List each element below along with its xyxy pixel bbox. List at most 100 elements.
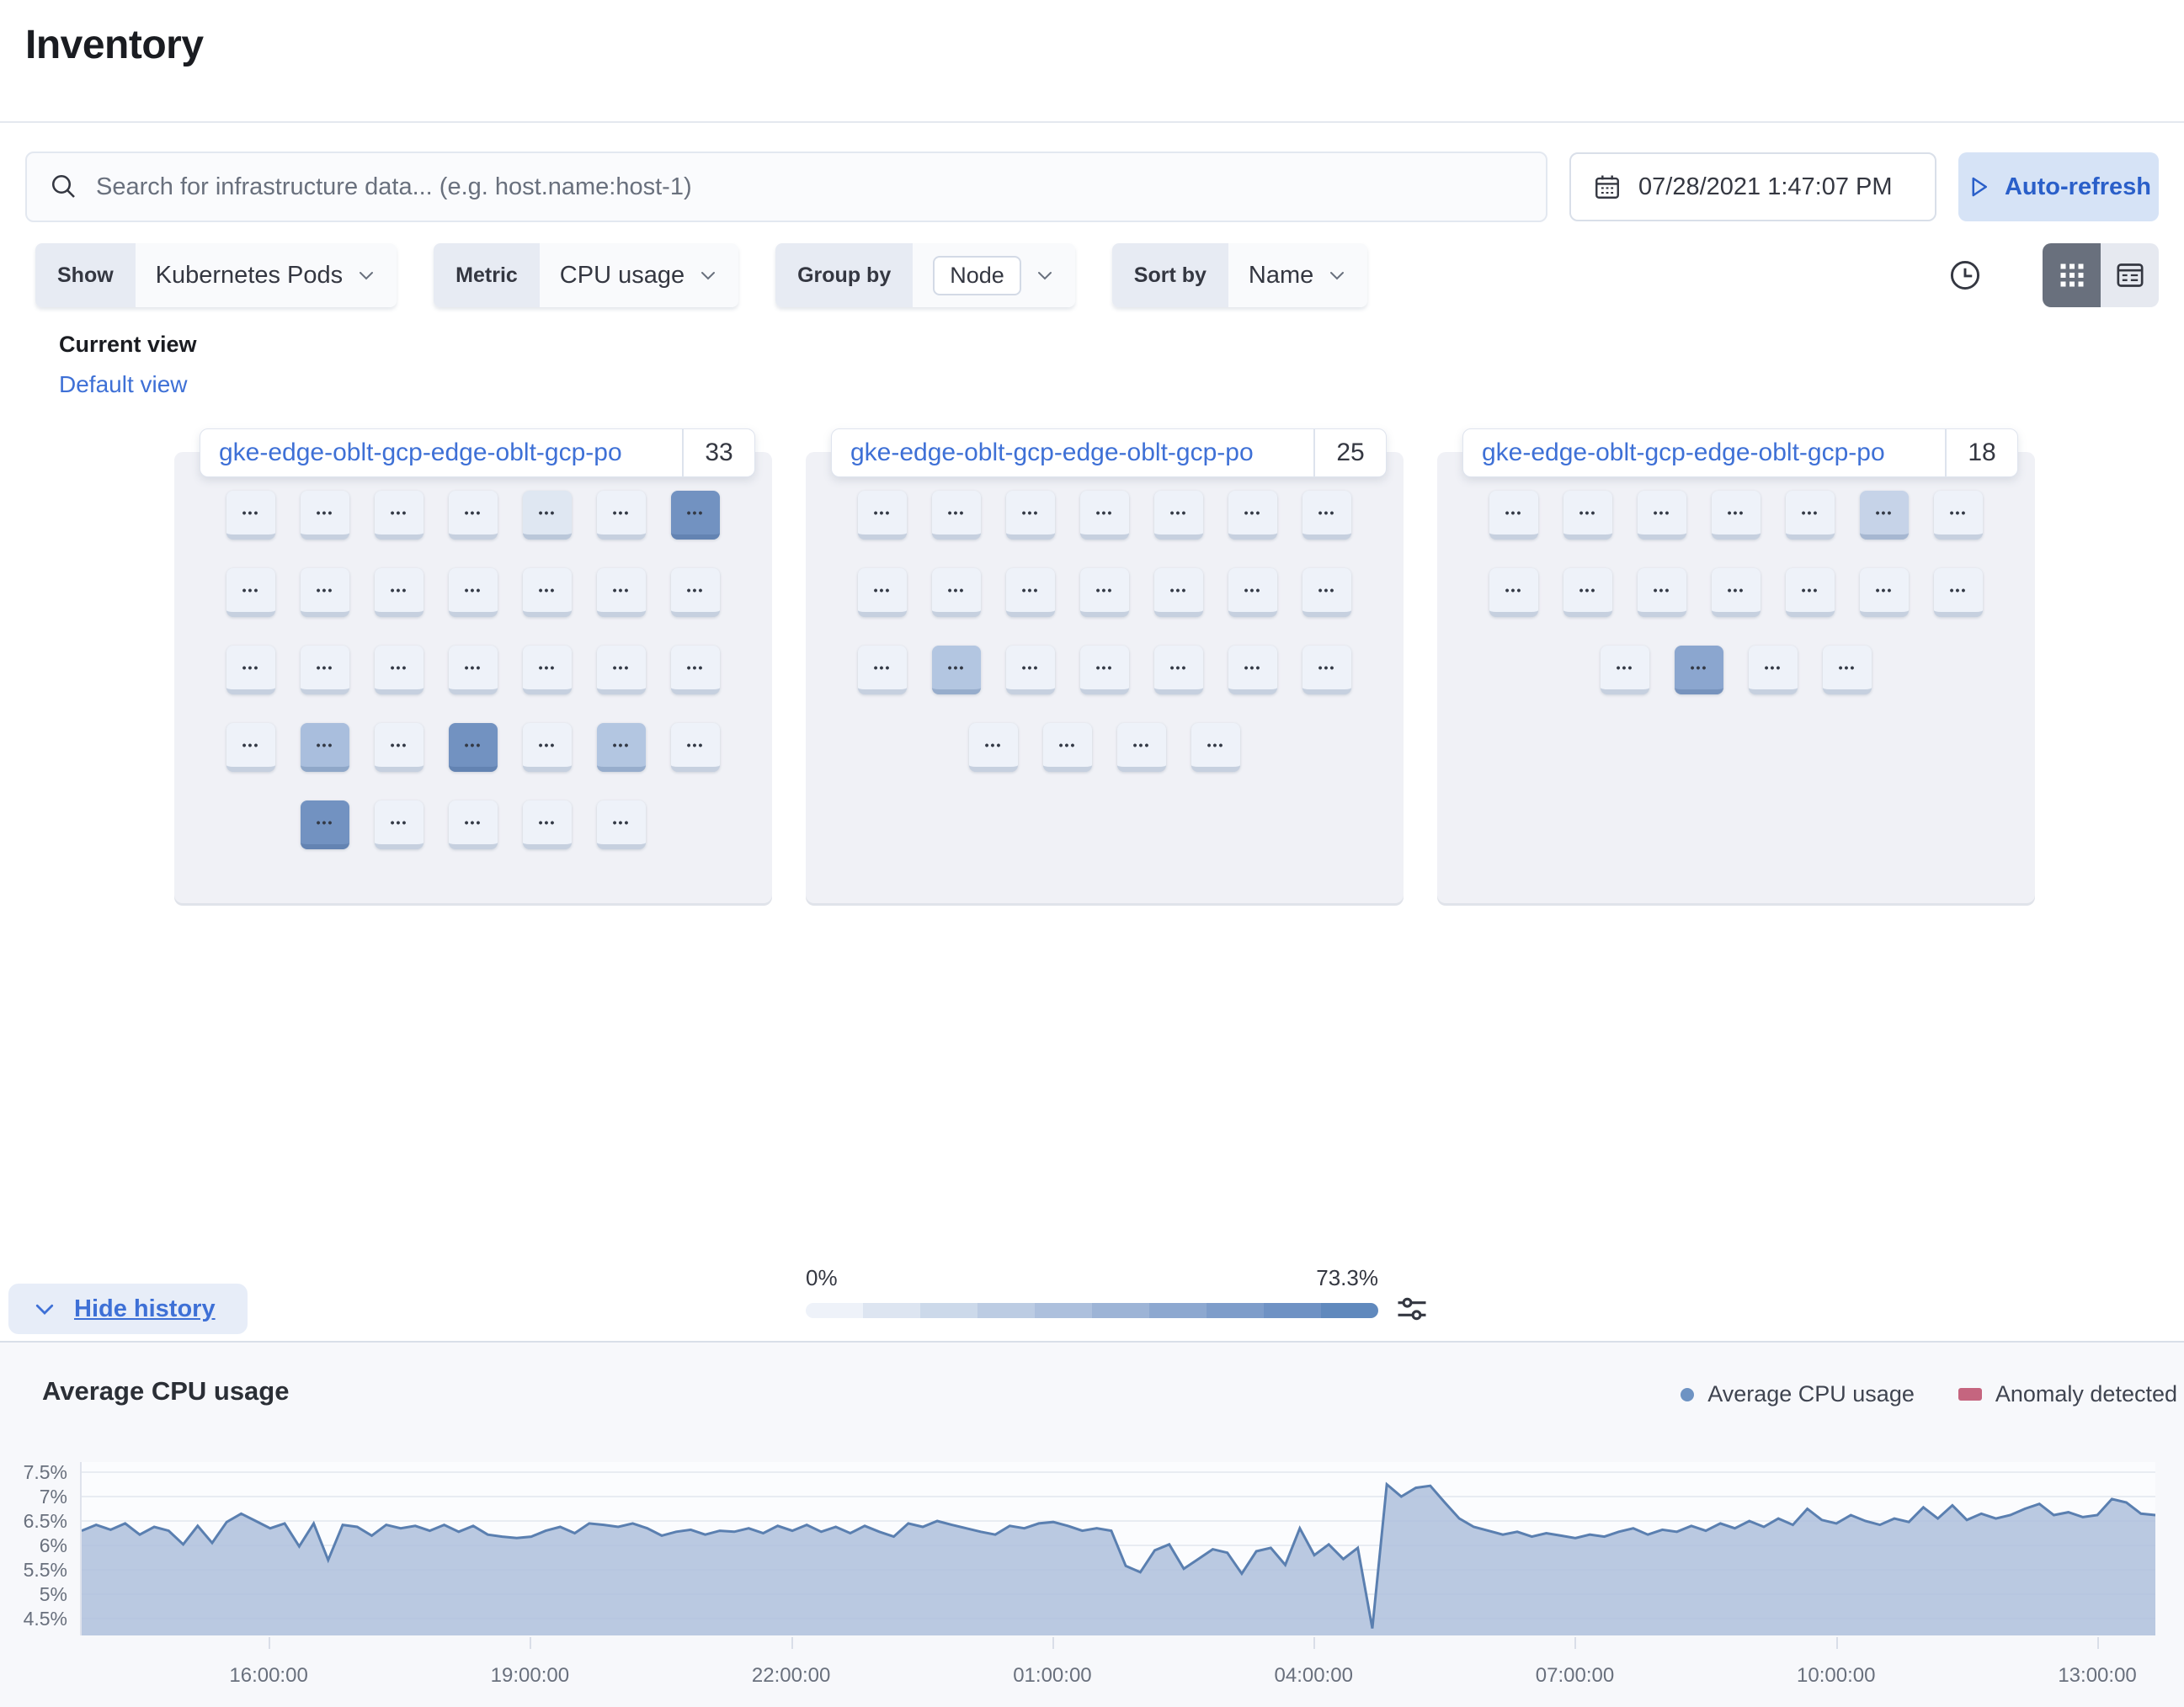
- filter-value-dropdown[interactable]: Kubernetes Pods: [135, 243, 397, 307]
- pod-tile[interactable]: •••: [226, 723, 275, 772]
- pod-tile[interactable]: •••: [1302, 491, 1351, 540]
- pod-tile[interactable]: •••: [1786, 491, 1835, 540]
- pod-tile[interactable]: •••: [375, 568, 423, 617]
- pod-tile[interactable]: •••: [523, 646, 572, 694]
- pod-tile[interactable]: •••: [1080, 568, 1129, 617]
- filter-value-dropdown[interactable]: CPU usage: [539, 243, 739, 307]
- cpu-usage-chart[interactable]: [80, 1462, 2155, 1635]
- pod-tile[interactable]: •••: [301, 491, 349, 540]
- pod-tile[interactable]: •••: [1712, 491, 1761, 540]
- pod-tile[interactable]: •••: [449, 646, 498, 694]
- pod-tile[interactable]: •••: [1154, 646, 1203, 694]
- filter-group-show: Show Kubernetes Pods: [35, 243, 397, 307]
- pod-tile[interactable]: •••: [1749, 646, 1798, 694]
- pod-tile[interactable]: •••: [1006, 568, 1055, 617]
- pod-tile[interactable]: •••: [1712, 568, 1761, 617]
- pod-tile[interactable]: •••: [1934, 568, 1983, 617]
- pod-tile[interactable]: •••: [523, 568, 572, 617]
- pod-tile[interactable]: •••: [1823, 646, 1872, 694]
- auto-refresh-button[interactable]: Auto-refresh: [1958, 152, 2159, 221]
- pod-tile[interactable]: •••: [1043, 723, 1092, 772]
- pod-tile[interactable]: •••: [1228, 646, 1277, 694]
- pod-tile[interactable]: •••: [1228, 491, 1277, 540]
- date-picker[interactable]: 07/28/2021 1:47:07 PM: [1569, 152, 1936, 221]
- pod-tile[interactable]: •••: [597, 491, 646, 540]
- filter-value-dropdown[interactable]: Node: [913, 243, 1075, 307]
- pod-tile[interactable]: •••: [449, 723, 498, 772]
- default-view-link[interactable]: Default view: [59, 371, 188, 397]
- node-group-header: gke-edge-oblt-gcp-edge-oblt-gcp-po 33: [200, 428, 755, 477]
- node-name-link[interactable]: gke-edge-oblt-gcp-edge-oblt-gcp-po: [1482, 439, 1885, 466]
- pod-tile[interactable]: •••: [1154, 568, 1203, 617]
- pod-tile[interactable]: •••: [1934, 491, 1983, 540]
- pod-tile[interactable]: •••: [226, 568, 275, 617]
- map-view-toggle[interactable]: [2043, 243, 2101, 307]
- pod-tile[interactable]: •••: [1860, 568, 1909, 617]
- group-by-badge[interactable]: Node: [933, 255, 1021, 295]
- pod-tile[interactable]: •••: [375, 491, 423, 540]
- pod-tile[interactable]: •••: [671, 646, 720, 694]
- pod-tile[interactable]: •••: [1489, 491, 1538, 540]
- pod-tile[interactable]: •••: [932, 646, 981, 694]
- pod-tile[interactable]: •••: [449, 568, 498, 617]
- gradient-max-label: 73.3%: [1316, 1265, 1378, 1290]
- pod-tile[interactable]: •••: [301, 723, 349, 772]
- pod-tile[interactable]: •••: [449, 800, 498, 849]
- pod-tile[interactable]: •••: [969, 723, 1018, 772]
- pod-tile[interactable]: •••: [1302, 568, 1351, 617]
- pod-tile[interactable]: •••: [301, 800, 349, 849]
- pod-tile[interactable]: •••: [1302, 646, 1351, 694]
- pod-tile[interactable]: •••: [858, 646, 907, 694]
- hide-history-button[interactable]: Hide history: [8, 1284, 248, 1334]
- pod-tile[interactable]: •••: [1154, 491, 1203, 540]
- pod-tile[interactable]: •••: [597, 723, 646, 772]
- pod-tile[interactable]: •••: [1080, 646, 1129, 694]
- pod-tile[interactable]: •••: [597, 646, 646, 694]
- pod-tile[interactable]: •••: [671, 491, 720, 540]
- time-history-button[interactable]: [1947, 257, 1984, 294]
- pod-tile[interactable]: •••: [1489, 568, 1538, 617]
- pod-tile[interactable]: •••: [1563, 491, 1612, 540]
- pod-tile[interactable]: •••: [1080, 491, 1129, 540]
- node-name-link[interactable]: gke-edge-oblt-gcp-edge-oblt-gcp-po: [850, 439, 1254, 466]
- pod-tile[interactable]: •••: [1638, 491, 1686, 540]
- legend-item[interactable]: Anomaly detected: [1958, 1381, 2177, 1407]
- pod-tile[interactable]: •••: [932, 491, 981, 540]
- pod-tile[interactable]: •••: [858, 568, 907, 617]
- pod-tile[interactable]: •••: [226, 646, 275, 694]
- pod-tile[interactable]: •••: [375, 646, 423, 694]
- pod-tile[interactable]: •••: [523, 800, 572, 849]
- node-name-link[interactable]: gke-edge-oblt-gcp-edge-oblt-gcp-po: [219, 439, 622, 466]
- pod-tile[interactable]: •••: [449, 491, 498, 540]
- pod-tile[interactable]: •••: [1006, 491, 1055, 540]
- pod-tile[interactable]: •••: [1601, 646, 1649, 694]
- pod-tile[interactable]: •••: [1860, 491, 1909, 540]
- pod-tile[interactable]: •••: [1117, 723, 1166, 772]
- pod-tile[interactable]: •••: [523, 491, 572, 540]
- pod-tile[interactable]: •••: [375, 800, 423, 849]
- pod-tile[interactable]: •••: [671, 723, 720, 772]
- pod-tile[interactable]: •••: [1563, 568, 1612, 617]
- pod-tile[interactable]: •••: [597, 800, 646, 849]
- filter-value-dropdown[interactable]: Name: [1228, 243, 1368, 307]
- pod-tile[interactable]: •••: [1191, 723, 1240, 772]
- legend-item[interactable]: Average CPU usage: [1681, 1381, 1915, 1407]
- legend-settings-button[interactable]: [1393, 1290, 1430, 1327]
- pod-tile[interactable]: •••: [1006, 646, 1055, 694]
- pod-tile[interactable]: •••: [932, 568, 981, 617]
- pod-tile[interactable]: •••: [301, 568, 349, 617]
- pod-tile[interactable]: •••: [226, 491, 275, 540]
- pod-tile[interactable]: •••: [375, 723, 423, 772]
- pod-tile[interactable]: •••: [1228, 568, 1277, 617]
- pod-tile[interactable]: •••: [858, 491, 907, 540]
- pod-tile[interactable]: •••: [301, 646, 349, 694]
- pod-tile[interactable]: •••: [1786, 568, 1835, 617]
- search-box[interactable]: [25, 152, 1547, 222]
- pod-tile[interactable]: •••: [1638, 568, 1686, 617]
- pod-tile[interactable]: •••: [523, 723, 572, 772]
- search-input[interactable]: [96, 173, 1524, 201]
- pod-tile[interactable]: •••: [671, 568, 720, 617]
- pod-tile[interactable]: •••: [597, 568, 646, 617]
- pod-tile[interactable]: •••: [1675, 646, 1723, 694]
- table-view-toggle[interactable]: [2101, 243, 2159, 307]
